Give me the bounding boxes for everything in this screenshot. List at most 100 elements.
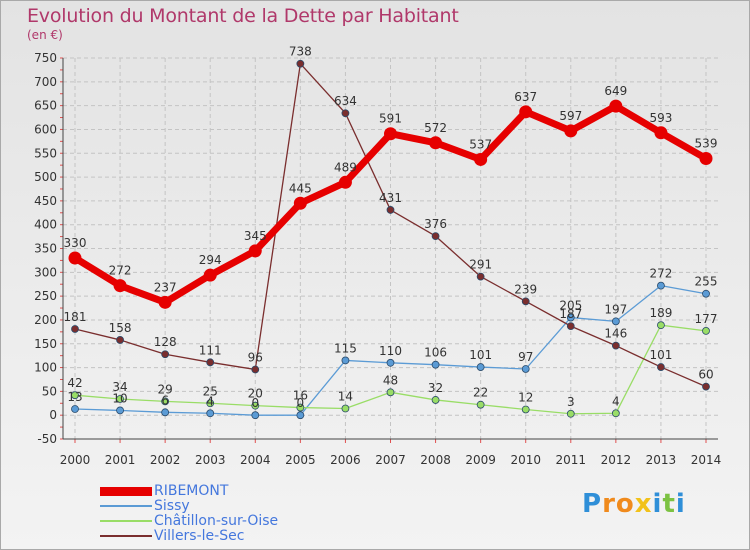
data-label-villers-le-sec: 187	[559, 307, 582, 321]
data-label-villers-le-sec: 111	[199, 343, 222, 357]
x-tick-label: 2010	[510, 453, 541, 467]
data-point-villers-le-sec	[116, 336, 124, 344]
data-point-villers-le-sec	[476, 272, 485, 281]
y-tick-label: 550	[34, 146, 57, 160]
legend-label: Châtillon-sur-Oise	[154, 513, 279, 529]
brand-letter: x	[634, 489, 653, 519]
data-label-sissy: 197	[604, 302, 627, 316]
data-label-ch-tillon-sur-oise: 22	[473, 386, 488, 400]
data-point-sissy	[341, 356, 350, 365]
data-label-ribemont: 330	[64, 236, 87, 250]
data-point-sissy	[476, 363, 485, 371]
y-tick-label: -50	[37, 432, 57, 446]
data-label-ch-tillon-sur-oise: 42	[67, 376, 82, 390]
data-point-ch-tillon-sur-oise	[251, 401, 260, 410]
data-point-ribemont	[474, 152, 488, 166]
data-point-ribemont	[699, 151, 713, 165]
data-label-villers-le-sec: 239	[514, 282, 537, 296]
data-point-ch-tillon-sur-oise	[161, 397, 170, 406]
data-point-sissy	[116, 406, 124, 415]
data-point-sissy	[386, 358, 395, 367]
data-point-villers-le-sec	[702, 382, 710, 391]
data-label-ch-tillon-sur-oise: 16	[293, 389, 308, 403]
data-label-ribemont: 597	[559, 109, 582, 123]
data-label-sissy: 6	[161, 393, 169, 407]
data-point-ch-tillon-sur-oise	[431, 396, 440, 404]
data-point-ch-tillon-sur-oise	[566, 409, 575, 418]
x-tick-label: 2006	[330, 453, 361, 467]
data-label-sissy: 101	[469, 348, 492, 362]
y-tick-label: 100	[34, 361, 57, 375]
y-tick-label: 350	[34, 242, 57, 256]
data-label-ribemont: 445	[289, 181, 312, 195]
data-label-ch-tillon-sur-oise: 12	[518, 390, 533, 404]
legend-swatch	[100, 487, 152, 496]
x-tick-label: 2005	[285, 453, 316, 467]
data-label-villers-le-sec: 181	[64, 310, 87, 324]
x-tick-label: 2001	[105, 453, 136, 467]
data-point-villers-le-sec	[521, 297, 530, 306]
brand-letter: r	[602, 489, 616, 519]
y-tick-label: 650	[34, 99, 57, 113]
brand-logo: Proxiti	[582, 489, 686, 519]
data-point-sissy	[431, 360, 440, 369]
data-point-ch-tillon-sur-oise	[206, 399, 215, 408]
data-label-ribemont: 593	[649, 111, 672, 125]
brand-letter: i	[675, 489, 686, 519]
data-point-ribemont	[293, 196, 307, 210]
legend-swatch	[100, 535, 152, 537]
data-point-sissy	[657, 281, 665, 290]
data-label-ch-tillon-sur-oise: 189	[649, 306, 672, 320]
data-point-ribemont	[429, 136, 443, 150]
data-point-villers-le-sec	[161, 350, 170, 359]
data-point-ribemont	[654, 126, 668, 140]
x-tick-label: 2004	[240, 453, 271, 467]
data-label-ribemont: 489	[334, 160, 357, 174]
data-point-sissy	[71, 405, 79, 413]
data-label-ch-tillon-sur-oise: 20	[248, 387, 263, 401]
data-label-sissy: 205	[559, 299, 582, 313]
data-label-ch-tillon-sur-oise: 177	[695, 312, 718, 326]
x-tick-label: 2013	[646, 453, 677, 467]
data-point-ribemont	[384, 127, 397, 141]
data-point-ch-tillon-sur-oise	[296, 403, 305, 412]
data-label-sissy: 106	[424, 346, 447, 360]
data-label-villers-le-sec: 101	[649, 348, 672, 362]
data-point-sissy	[521, 365, 530, 373]
data-label-sissy: 110	[379, 344, 402, 358]
data-label-ribemont: 537	[469, 137, 492, 151]
chart-unit: (en €)	[27, 28, 63, 42]
data-point-ch-tillon-sur-oise	[611, 409, 620, 418]
data-label-villers-le-sec: 146	[604, 327, 627, 341]
data-label-ribemont: 637	[514, 90, 537, 104]
data-label-sissy: 4	[206, 394, 214, 408]
data-point-ribemont	[203, 268, 217, 282]
data-label-sissy: 272	[649, 267, 672, 281]
y-tick-label: 150	[34, 337, 57, 351]
data-label-ribemont: 649	[604, 84, 627, 98]
data-label-ch-tillon-sur-oise: 32	[428, 381, 443, 395]
legend-label: Villers-le-Sec	[154, 528, 245, 544]
data-point-villers-le-sec	[386, 206, 395, 214]
x-tick-label: 2012	[601, 453, 632, 467]
data-label-villers-le-sec: 158	[109, 321, 132, 335]
y-tick-label: 450	[34, 194, 57, 208]
legend-swatch	[100, 505, 152, 507]
data-point-villers-le-sec	[71, 325, 79, 333]
data-label-ribemont: 572	[424, 121, 447, 135]
y-tick-label: 200	[34, 313, 57, 327]
data-point-ch-tillon-sur-oise	[476, 400, 485, 409]
y-tick-label: 700	[34, 75, 57, 89]
data-label-ribemont: 237	[154, 280, 177, 294]
data-point-ch-tillon-sur-oise	[702, 326, 710, 335]
y-tick-label: 50	[42, 384, 57, 398]
data-point-sissy	[251, 411, 260, 420]
data-point-villers-le-sec	[431, 232, 440, 241]
brand-letter: P	[582, 489, 603, 519]
legend-label: Sissy	[154, 498, 190, 514]
data-label-villers-le-sec: 60	[698, 368, 713, 382]
data-label-ch-tillon-sur-oise: 34	[112, 380, 127, 394]
data-point-ch-tillon-sur-oise	[657, 321, 665, 330]
data-point-ch-tillon-sur-oise	[71, 391, 79, 400]
